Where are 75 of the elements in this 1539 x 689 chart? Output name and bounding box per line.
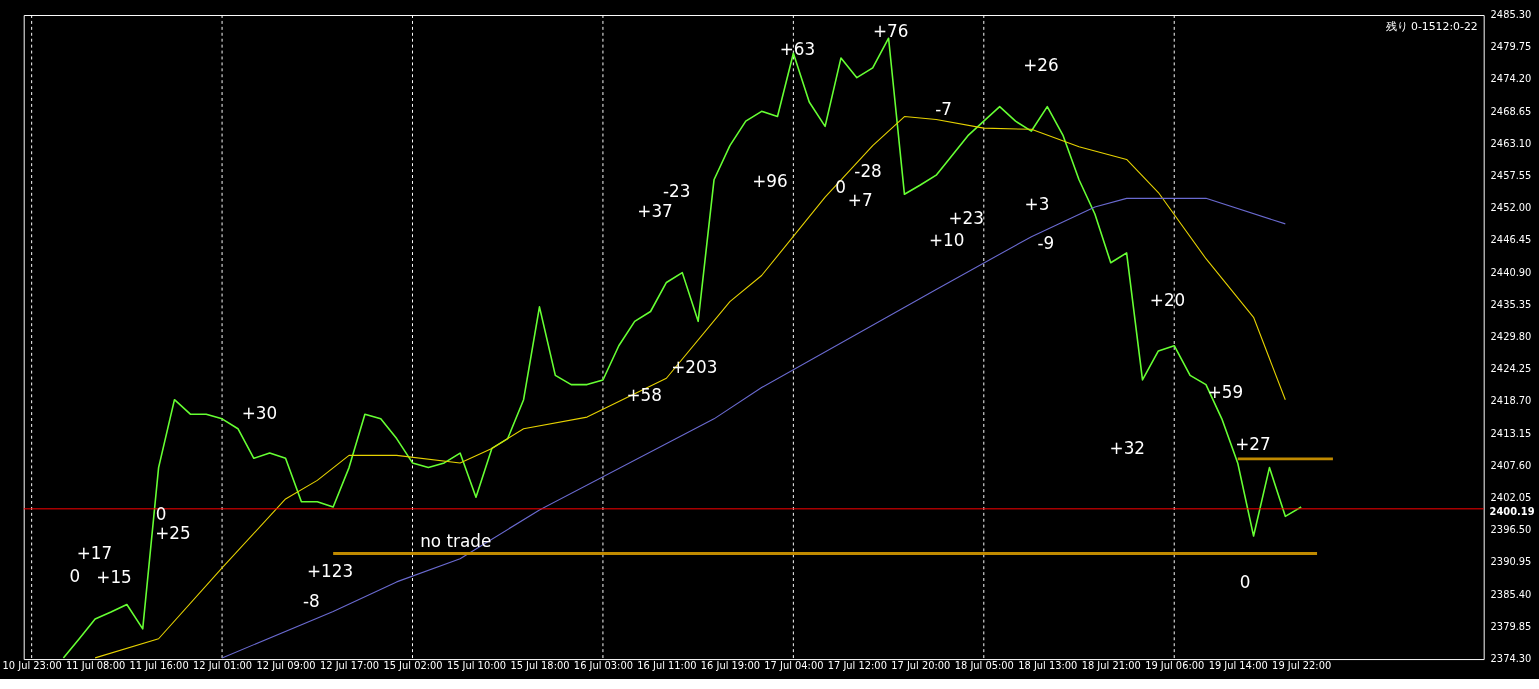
x-tick-label: 16 Jul 03:00 — [573, 660, 633, 672]
annotation: 0 — [1239, 571, 1251, 592]
y-tick-label: 2440.90 — [1490, 266, 1532, 278]
x-tick-label: 18 Jul 05:00 — [954, 660, 1014, 672]
annotation: +76 — [872, 20, 909, 41]
x-tick-label: 17 Jul 20:00 — [891, 660, 951, 672]
annotation: +26 — [1023, 54, 1059, 75]
line-series — [62, 37, 1302, 659]
y-tick-label: 2402.05 — [1490, 492, 1532, 504]
y-tick-label: 2435.35 — [1490, 298, 1532, 310]
y-tick-label: 2452.00 — [1490, 202, 1532, 214]
annotation: +123 — [306, 561, 354, 582]
annotation: +27 — [1235, 434, 1271, 455]
x-tick-label: 17 Jul 04:00 — [764, 660, 824, 672]
x-tick-label: 19 Jul 06:00 — [1145, 660, 1205, 672]
annotation: +37 — [637, 201, 673, 222]
y-tick-label: 2446.45 — [1490, 234, 1532, 246]
y-tick-label: 2468.65 — [1490, 105, 1532, 117]
x-tick-label: 19 Jul 22:00 — [1272, 660, 1332, 672]
y-tick-label: 2485.30 — [1490, 8, 1532, 20]
x-tick-label: 15 Jul 18:00 — [510, 660, 570, 672]
x-tick-label: 12 Jul 09:00 — [256, 660, 316, 672]
annotation: +20 — [1149, 289, 1186, 310]
y-tick-label: 2429.80 — [1490, 330, 1532, 342]
x-tick-label: 11 Jul 08:00 — [66, 660, 126, 672]
y-tick-label: 2385.40 — [1490, 588, 1532, 600]
annotation: +17 — [76, 542, 113, 563]
annotation: no trade — [420, 530, 492, 551]
annotation: 0 — [835, 176, 846, 197]
y-tick-label: 2390.95 — [1490, 556, 1532, 568]
y-tick-label: 2379.85 — [1490, 620, 1532, 632]
y-tick-label: 2479.75 — [1490, 41, 1532, 53]
annotation: +10 — [928, 230, 965, 251]
annotation: 0 — [69, 566, 81, 587]
annotation: -9 — [1037, 233, 1055, 254]
annotation: +3 — [1024, 194, 1050, 215]
annotation: +59 — [1207, 381, 1244, 402]
annotation: +96 — [752, 170, 788, 191]
annotation: +58 — [626, 385, 662, 406]
x-tick-label: 16 Jul 11:00 — [637, 660, 697, 672]
x-tick-label: 17 Jul 12:00 — [827, 660, 887, 672]
annotation: +25 — [155, 523, 191, 544]
y-tick-label: 2424.25 — [1490, 363, 1532, 375]
x-tick-label: 16 Jul 19:00 — [700, 660, 760, 672]
y-tick-label: 2474.20 — [1490, 73, 1532, 85]
annotation: +30 — [241, 403, 278, 424]
y-tick-label: 2407.60 — [1490, 459, 1532, 471]
x-tick-label: 12 Jul 01:00 — [193, 660, 253, 672]
annotation: +32 — [1109, 438, 1145, 459]
annotation: +7 — [847, 190, 873, 211]
y-tick-label: 2396.50 — [1490, 524, 1532, 536]
y-tick-label: 2463.10 — [1490, 137, 1532, 149]
annotation: +15 — [96, 567, 132, 587]
annotation: -23 — [662, 180, 691, 201]
x-tick-label: 19 Jul 14:00 — [1208, 660, 1268, 672]
y-tick-label: 2413.15 — [1490, 427, 1532, 439]
annotation: -28 — [854, 161, 882, 182]
annotation: +203 — [671, 357, 718, 378]
y-tick-label: 2457.55 — [1490, 169, 1532, 181]
x-tick-label: 11 Jul 16:00 — [129, 660, 189, 672]
x-tick-label: 10 Jul 23:00 — [2, 660, 62, 672]
x-tick-label: 15 Jul 10:00 — [446, 660, 507, 672]
annotation: 0 — [155, 503, 167, 524]
annotation: -8 — [303, 591, 320, 612]
ref-line-label: 2400.19 — [1489, 505, 1535, 517]
x-tick-label: 18 Jul 21:00 — [1081, 660, 1141, 672]
x-tick-label: 18 Jul 13:00 — [1018, 660, 1078, 672]
x-tick-label: 15 Jul 02:00 — [383, 660, 443, 672]
annotation: +23 — [948, 207, 984, 228]
y-tick-label: 2374.30 — [1490, 653, 1532, 665]
annotation: +63 — [779, 39, 816, 60]
annotation: -7 — [935, 98, 953, 119]
annotation: 残り 0-1512:0-22 — [1385, 19, 1478, 33]
y-tick-label: 2418.70 — [1490, 395, 1532, 407]
x-tick-label: 12 Jul 17:00 — [319, 660, 380, 672]
